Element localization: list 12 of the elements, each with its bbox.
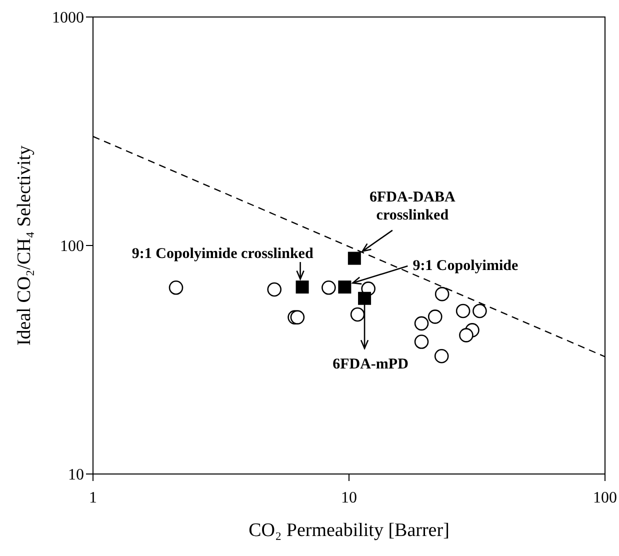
annotation: 9:1 Copolyimide crosslinked [132, 246, 314, 262]
x-tick-label: 100 [593, 489, 617, 506]
y-axis-title: Ideal CO₂/CH₄ Selectivity [14, 144, 35, 346]
x-axis-title: CO₂ Permeability [Barrer] [248, 520, 450, 541]
annotation: 6FDA-DABA crosslinked [370, 189, 456, 224]
y-tick-label: 1000 [52, 10, 84, 27]
y-tick-label: 10 [68, 466, 84, 484]
annotation: 9:1 Copolyimide [412, 258, 518, 274]
y-tick-label: 100 [60, 238, 84, 256]
annotation: 6FDA-mPD [332, 356, 409, 372]
x-tick-label: 10 [341, 489, 357, 506]
x-tick-label: 1 [89, 489, 97, 506]
